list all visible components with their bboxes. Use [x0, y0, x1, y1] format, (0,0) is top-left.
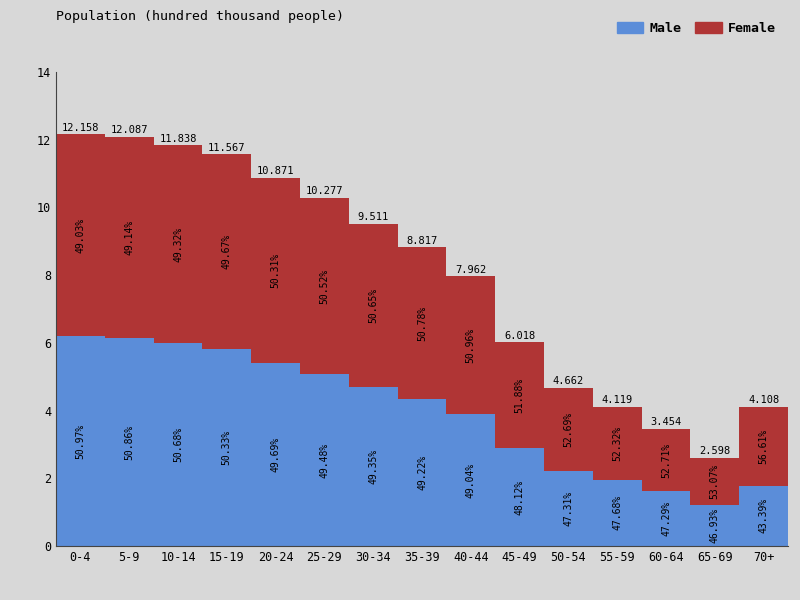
Bar	[202, 154, 251, 349]
Bar	[154, 343, 202, 546]
Text: 50.68%: 50.68%	[173, 427, 183, 462]
Bar	[300, 374, 349, 546]
Bar	[251, 363, 300, 546]
Bar	[739, 407, 788, 485]
Text: 49.22%: 49.22%	[417, 455, 427, 490]
Text: 47.31%: 47.31%	[563, 491, 574, 526]
Bar	[154, 145, 202, 343]
Text: 49.32%: 49.32%	[173, 226, 183, 262]
Bar	[398, 399, 446, 546]
Bar	[544, 472, 593, 546]
Bar	[593, 479, 642, 546]
Text: 47.68%: 47.68%	[612, 495, 622, 530]
Text: 50.33%: 50.33%	[222, 430, 232, 465]
Text: 50.31%: 50.31%	[270, 253, 281, 288]
Text: 4.662: 4.662	[553, 376, 584, 386]
Bar	[398, 247, 446, 399]
Text: 10.277: 10.277	[306, 187, 343, 196]
Text: 49.03%: 49.03%	[75, 218, 86, 253]
Text: 49.69%: 49.69%	[270, 437, 281, 472]
Text: 46.93%: 46.93%	[710, 508, 720, 543]
Text: 43.39%: 43.39%	[758, 498, 769, 533]
Text: 50.96%: 50.96%	[466, 328, 476, 363]
Bar	[56, 336, 105, 546]
Text: 52.32%: 52.32%	[612, 425, 622, 461]
Text: 47.29%: 47.29%	[661, 501, 671, 536]
Text: 4.108: 4.108	[748, 395, 779, 405]
Text: 50.65%: 50.65%	[368, 288, 378, 323]
Bar	[544, 388, 593, 472]
Text: 52.71%: 52.71%	[661, 442, 671, 478]
Bar	[202, 349, 251, 546]
Bar	[642, 491, 690, 546]
Text: 11.567: 11.567	[208, 143, 246, 152]
Text: 11.838: 11.838	[159, 134, 197, 143]
Text: 49.14%: 49.14%	[124, 220, 134, 255]
Bar	[349, 224, 398, 387]
Bar	[251, 178, 300, 363]
Bar	[642, 429, 690, 491]
Text: 51.88%: 51.88%	[514, 377, 525, 413]
Text: Population (hundred thousand people): Population (hundred thousand people)	[56, 10, 344, 23]
Bar	[739, 485, 788, 546]
Text: 50.86%: 50.86%	[124, 424, 134, 460]
Text: 12.158: 12.158	[62, 122, 99, 133]
Bar	[593, 407, 642, 479]
Text: 4.119: 4.119	[602, 395, 633, 405]
Bar	[349, 387, 398, 546]
Text: 8.817: 8.817	[406, 236, 438, 246]
Text: 53.07%: 53.07%	[710, 464, 720, 499]
Text: 9.511: 9.511	[358, 212, 389, 222]
Text: 7.962: 7.962	[455, 265, 486, 275]
Text: 49.48%: 49.48%	[319, 442, 330, 478]
Bar	[690, 505, 739, 546]
Bar	[300, 198, 349, 374]
Bar	[495, 448, 544, 546]
Bar	[690, 458, 739, 505]
Text: 10.871: 10.871	[257, 166, 294, 176]
Text: 50.97%: 50.97%	[75, 424, 86, 459]
Text: 6.018: 6.018	[504, 331, 535, 341]
Text: 3.454: 3.454	[650, 418, 682, 427]
Text: 50.52%: 50.52%	[319, 268, 330, 304]
Bar	[105, 137, 154, 338]
Text: 50.78%: 50.78%	[417, 305, 427, 341]
Bar	[495, 342, 544, 448]
Bar	[446, 414, 495, 546]
Text: 52.69%: 52.69%	[563, 412, 574, 448]
Text: 2.598: 2.598	[699, 446, 730, 457]
Text: 49.67%: 49.67%	[222, 234, 232, 269]
Text: 48.12%: 48.12%	[514, 479, 525, 515]
Text: 49.35%: 49.35%	[368, 449, 378, 484]
Legend: Male, Female: Male, Female	[612, 17, 782, 41]
Bar	[56, 134, 105, 336]
Bar	[446, 277, 495, 414]
Text: 56.61%: 56.61%	[758, 428, 769, 464]
Text: 12.087: 12.087	[110, 125, 148, 135]
Bar	[105, 338, 154, 546]
Text: 49.04%: 49.04%	[466, 462, 476, 497]
